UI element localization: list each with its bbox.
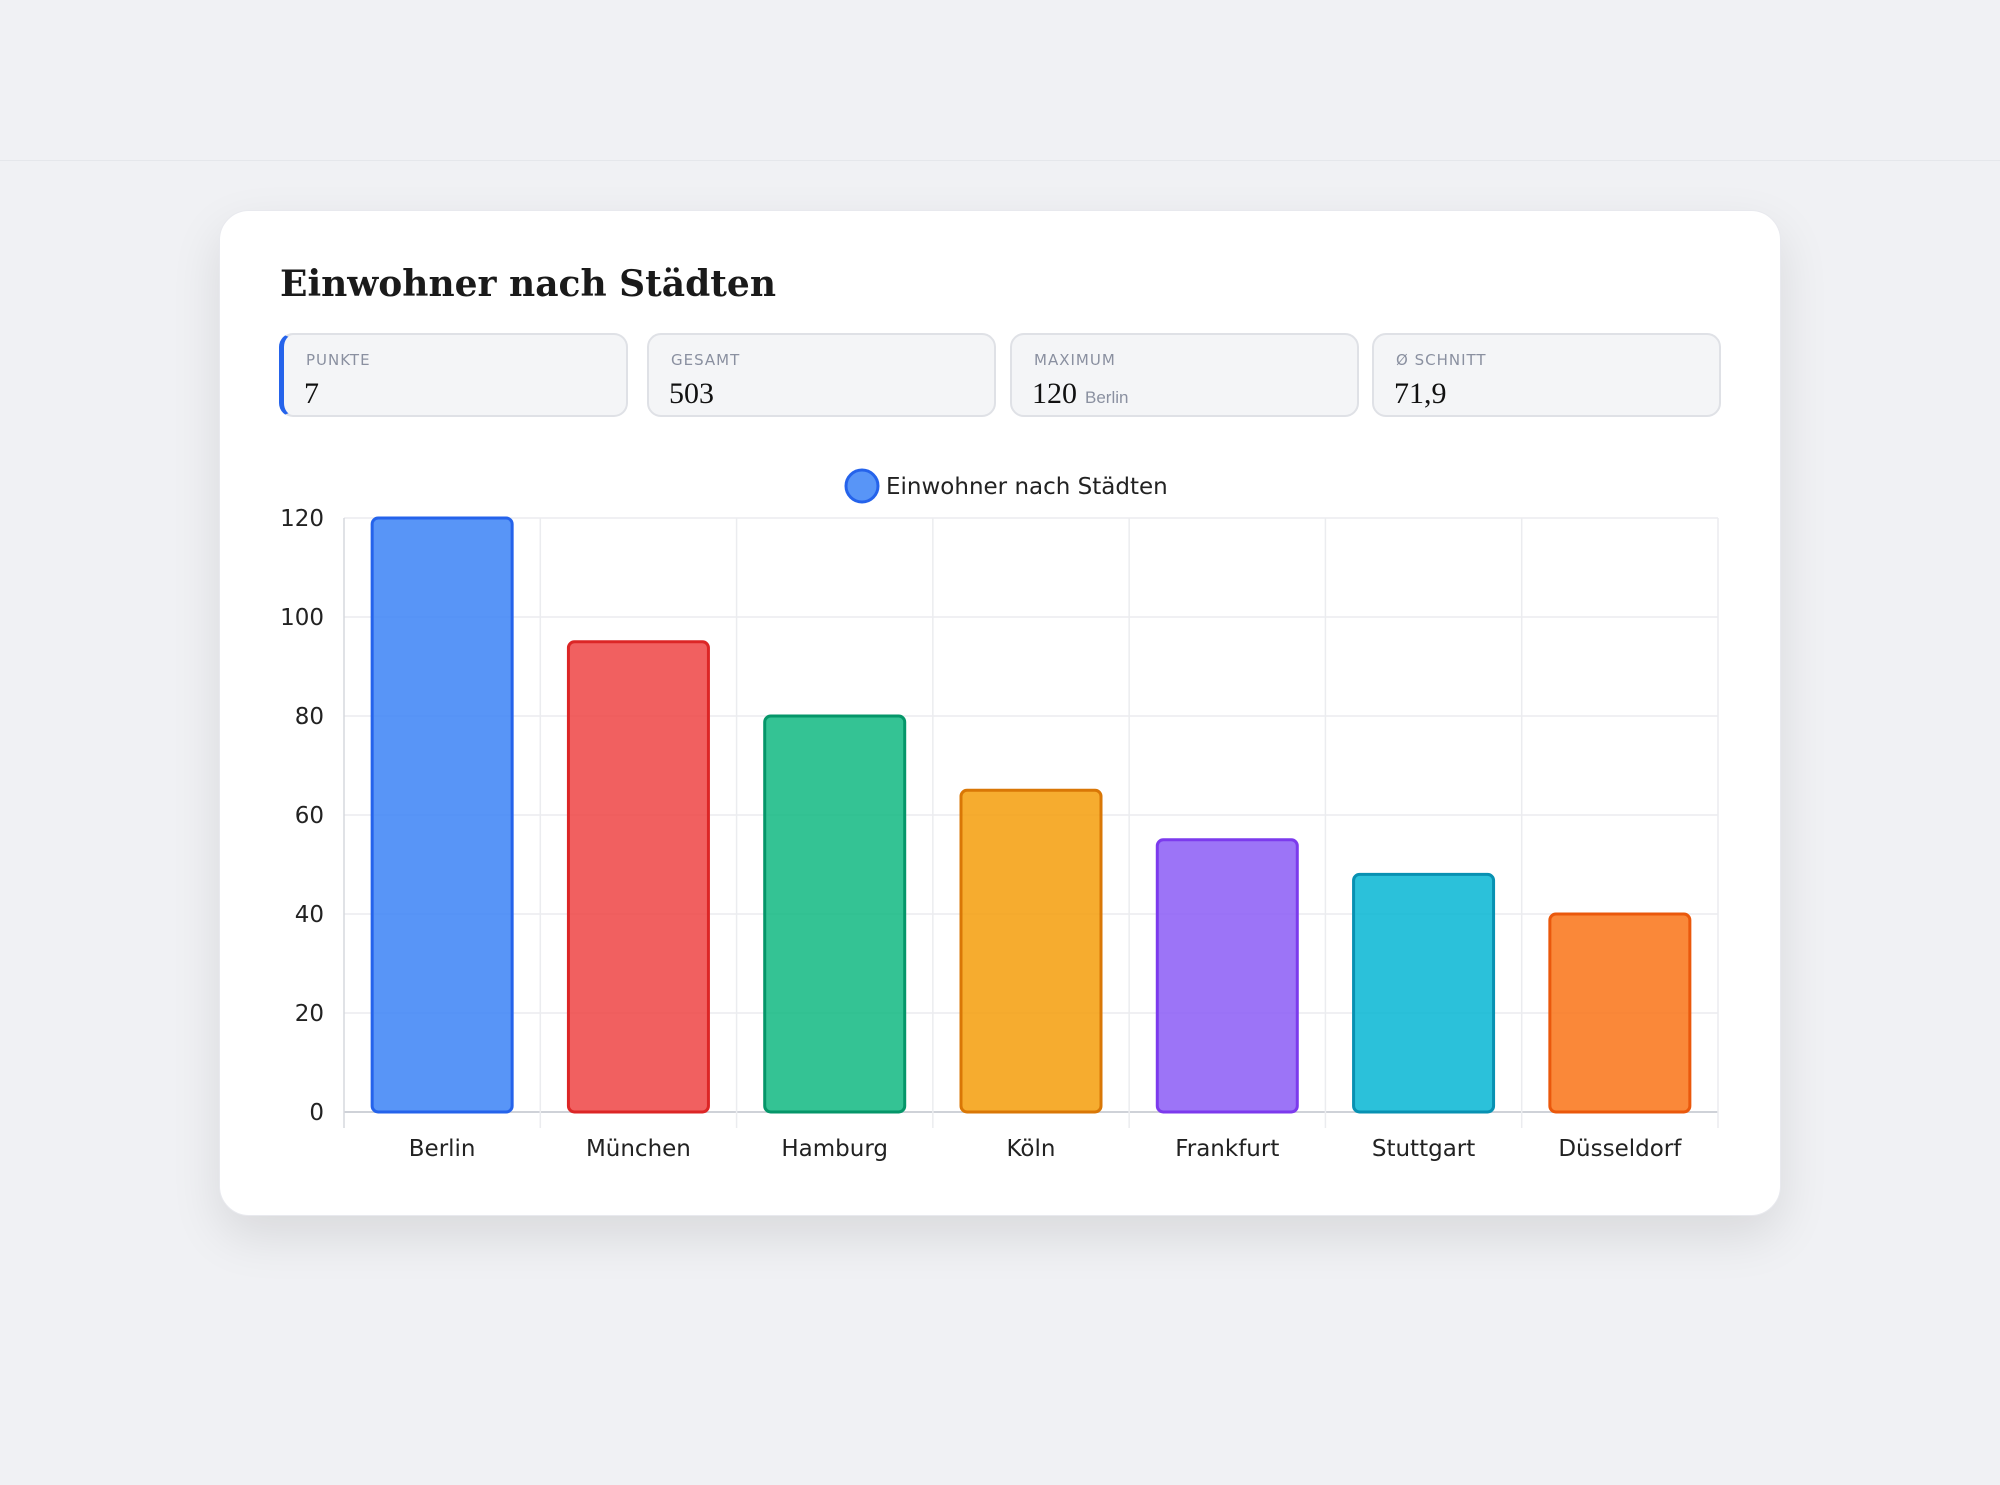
stat-label: GESAMT	[671, 351, 741, 369]
stat-value: 120 Berlin	[1032, 377, 1128, 411]
legend-swatch-icon	[844, 468, 880, 504]
stat-label: PUNKTE	[306, 351, 371, 369]
bar-berlin	[370, 516, 514, 1114]
stat-value-sub: Berlin	[1085, 388, 1129, 407]
y-tick-label: 40	[295, 902, 324, 928]
x-tick-label: Hamburg	[781, 1136, 888, 1162]
bar-münchen	[566, 640, 710, 1114]
x-tick-label: Köln	[1007, 1136, 1056, 1162]
stat-value: 71,9	[1394, 377, 1447, 410]
y-tick-label: 120	[280, 506, 324, 532]
stat-punkte: PUNKTE 7	[279, 333, 628, 417]
y-tick-label: 100	[280, 605, 324, 631]
legend-label: Einwohner nach Städten	[886, 474, 1168, 500]
card-title: Einwohner nach Städten	[280, 263, 777, 305]
x-tick-label: München	[586, 1136, 691, 1162]
y-tick-label: 0	[309, 1100, 324, 1126]
stat-value: 503	[669, 377, 714, 410]
y-tick-label: 60	[295, 803, 324, 829]
stat-maximum: MAXIMUM 120 Berlin	[1010, 333, 1359, 417]
bar-stuttgart	[1352, 872, 1496, 1114]
y-tick-label: 80	[295, 704, 324, 730]
bar-hamburg	[763, 714, 907, 1114]
stat-value-number: 120	[1032, 377, 1077, 410]
bar-düsseldorf	[1548, 912, 1692, 1114]
x-tick-label: Stuttgart	[1372, 1136, 1475, 1162]
x-tick-label: Berlin	[409, 1136, 476, 1162]
stat-gesamt: GESAMT 503	[647, 333, 996, 417]
top-bar	[0, 0, 2000, 161]
x-tick-label: Düsseldorf	[1558, 1136, 1682, 1162]
stat-value: 7	[304, 377, 319, 410]
x-tick-label: Frankfurt	[1175, 1136, 1279, 1162]
y-tick-label: 20	[295, 1001, 324, 1027]
stat-label: MAXIMUM	[1034, 351, 1116, 369]
bar-köln	[959, 788, 1103, 1114]
bar-frankfurt	[1155, 838, 1299, 1114]
stat-label: Ø SCHNITT	[1396, 351, 1487, 369]
stat-schnitt: Ø SCHNITT 71,9	[1372, 333, 1721, 417]
